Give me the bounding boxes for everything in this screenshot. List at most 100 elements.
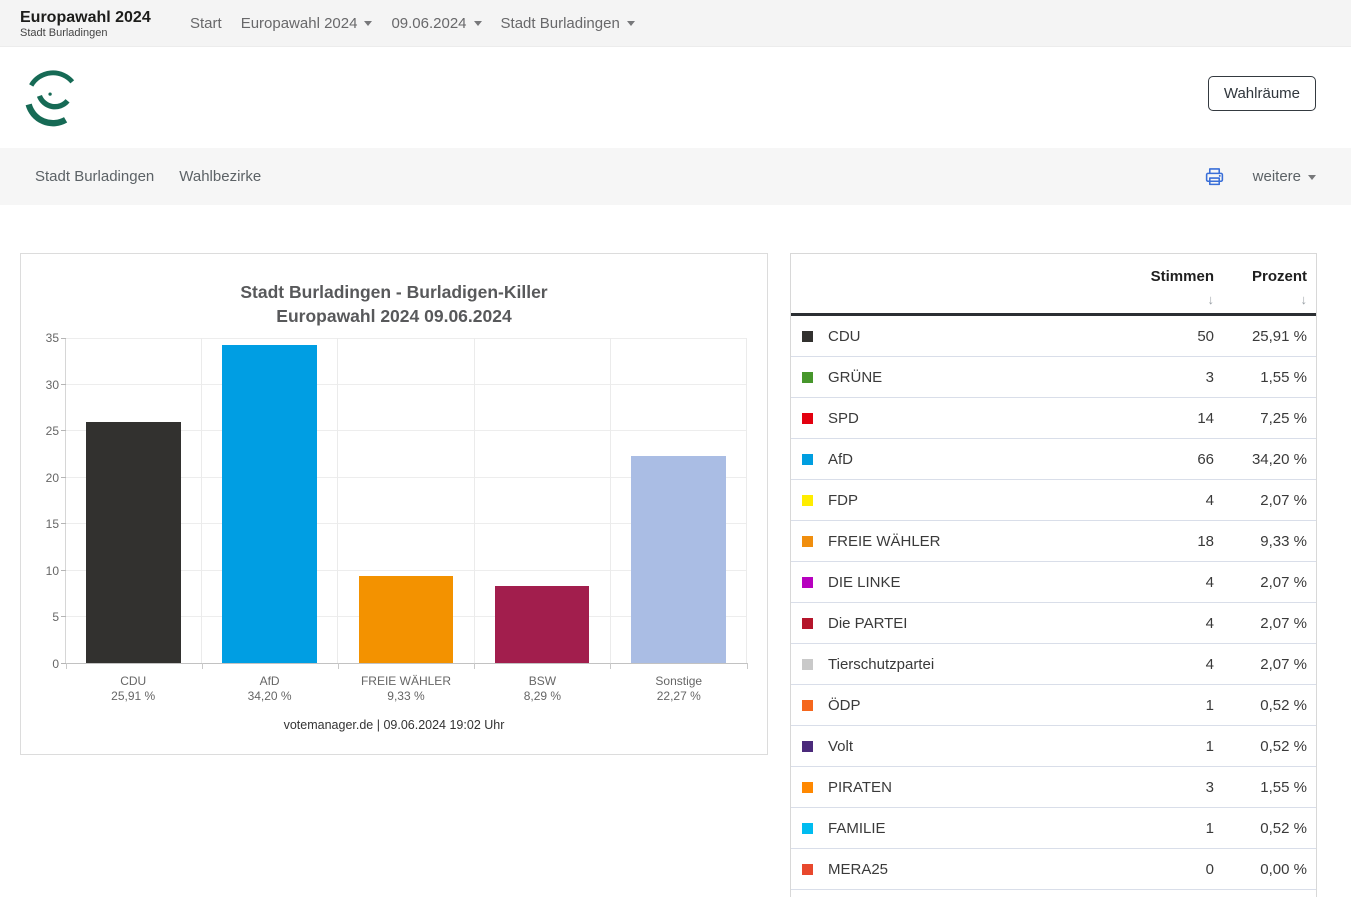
party-percent: 0,52 % — [1260, 737, 1307, 755]
y-tick-mark — [61, 430, 66, 432]
x-axis-label-4: Sonstige 22,27 % — [611, 674, 747, 704]
x-boundary-tick — [65, 663, 67, 669]
category-percent: 34,20 % — [247, 689, 292, 703]
votemanager-logo[interactable] — [22, 62, 84, 139]
chevron-down-icon — [364, 21, 373, 27]
category-name: CDU — [120, 674, 147, 688]
party-percent: 2,07 % — [1260, 491, 1307, 509]
party-name: Volt — [828, 737, 854, 755]
party-votes: 1 — [1205, 737, 1214, 755]
table-row: Die PARTEI 4 2,07 % — [791, 603, 1316, 644]
category-percent: 25,91 % — [111, 689, 156, 703]
gridline — [66, 523, 747, 525]
x-boundary-tick — [337, 663, 339, 669]
chevron-down-icon — [626, 21, 635, 27]
party-votes: 1 — [1205, 819, 1214, 837]
weitere-dropdown[interactable]: weitere — [1253, 168, 1316, 185]
prozent-label: Prozent — [1251, 268, 1307, 285]
chart-column-2 — [338, 338, 475, 663]
table-row: AfD 66 34,20 % — [791, 439, 1316, 480]
brand-title: Europawahl 2024 — [20, 9, 151, 26]
subnav-item-1[interactable]: Wahlbezirke — [179, 168, 262, 185]
top-nav-item-1[interactable]: Europawahl 2024 — [241, 15, 373, 32]
gridline — [66, 569, 747, 571]
top-nav-item-label: Stadt Burladingen — [500, 14, 620, 32]
party-name: FAMILIE — [828, 819, 886, 837]
chart-footer: votemanager.de | 09.06.2024 19:02 Uhr — [283, 718, 505, 732]
column-header-stimmen[interactable]: Stimmen ↓ — [1128, 267, 1214, 310]
results-table-card: Stimmen ↓ Prozent ↓ CDU 50 25,91 % GRÜNE 3 1,… — [790, 253, 1317, 897]
x-axis-label-1: AfD 34,20 % — [201, 674, 337, 704]
print-button[interactable] — [1204, 166, 1225, 187]
gridline — [66, 476, 747, 478]
bar-1 — [222, 345, 318, 663]
bar-4 — [631, 456, 726, 663]
x-axis-label-3: BSW 8,29 % — [474, 674, 610, 704]
party-name: CDU — [828, 327, 861, 345]
party-percent: 7,25 % — [1260, 409, 1307, 427]
y-tick-label: 30 — [45, 377, 59, 392]
y-tick-label: 5 — [52, 610, 59, 625]
table-row: FAMILIE 1 0,52 % — [791, 808, 1316, 849]
table-row: PIRATEN 3 1,55 % — [791, 767, 1316, 808]
party-percent: 2,07 % — [1260, 614, 1307, 632]
table-row: MERA25 0 0,00 % — [791, 849, 1316, 890]
y-tick-mark — [61, 662, 66, 664]
category-percent: 22,27 % — [656, 689, 701, 703]
bar-3 — [494, 586, 590, 663]
party-votes: 3 — [1205, 368, 1214, 386]
wahlraeume-button[interactable]: Wahlräume — [1207, 76, 1316, 111]
category-name: AfD — [259, 674, 280, 688]
subnav-item-0[interactable]: Stadt Burladingen — [35, 168, 155, 185]
x-axis-label-0: CDU 25,91 % — [65, 674, 201, 704]
table-row: CDU 50 25,91 % — [791, 316, 1316, 357]
party-color-swatch — [802, 658, 813, 670]
table-row: Volt 1 0,52 % — [791, 726, 1316, 767]
party-color-swatch — [802, 330, 813, 342]
printer-icon — [1205, 168, 1223, 186]
sub-navbar: Stadt Burladingen Wahlbezirke weitere — [0, 148, 1351, 205]
logo-icon — [25, 70, 75, 127]
top-navbar: Europawahl 2024 Stadt Burladingen Start E… — [0, 0, 1351, 47]
subnav-right: weitere — [1204, 166, 1316, 187]
y-tick-mark — [61, 476, 66, 478]
party-percent: 1,55 % — [1260, 368, 1307, 386]
party-color-swatch — [802, 822, 813, 834]
party-percent: 9,33 % — [1260, 532, 1307, 550]
sort-desc-icon[interactable]: ↓ — [1300, 292, 1308, 307]
top-nav-item-0[interactable]: Start — [190, 15, 222, 32]
y-tick-label: 25 — [45, 424, 59, 439]
party-votes: 18 — [1197, 532, 1214, 550]
x-boundary-tick — [474, 663, 476, 669]
bar-0 — [86, 422, 181, 663]
table-row: DIE LINKE 4 2,07 % — [791, 562, 1316, 603]
party-votes: 3 — [1205, 778, 1214, 796]
party-color-swatch — [802, 863, 813, 875]
party-votes: 4 — [1205, 491, 1214, 509]
y-tick-label: 20 — [45, 470, 59, 485]
brand[interactable]: Europawahl 2024 Stadt Burladingen — [20, 6, 180, 40]
party-name: Tierschutzpartei — [828, 655, 935, 673]
chart-x-axis-labels: CDU 25,91 % AfD 34,20 % FREIE WÄHLER 9,33 % BS… — [65, 674, 747, 704]
party-percent: 2,07 % — [1260, 655, 1307, 673]
chart-title: Stadt Burladingen - Burladigen-Killer Eu… — [21, 280, 767, 328]
table-row: FREIE WÄHLER 18 9,33 % — [791, 521, 1316, 562]
top-nav-item-3[interactable]: Stadt Burladingen — [501, 15, 635, 32]
party-percent: 0,00 % — [1260, 860, 1307, 878]
party-votes: 4 — [1205, 614, 1214, 632]
y-tick-label: 10 — [45, 563, 59, 578]
chart-column-0 — [66, 338, 203, 663]
y-tick-label: 0 — [52, 657, 59, 671]
party-name: PIRATEN — [828, 778, 892, 796]
chart-title-line1: Stadt Burladingen - Burladigen-Killer — [240, 282, 548, 302]
party-name: SPD — [828, 409, 859, 427]
y-tick-mark — [61, 569, 66, 571]
category-percent: 8,29 % — [523, 689, 562, 703]
weitere-label: weitere — [1252, 168, 1301, 185]
top-nav-item-2[interactable]: 09.06.2024 — [391, 15, 482, 32]
table-row: FDP 4 2,07 % — [791, 480, 1316, 521]
party-name: GRÜNE — [828, 368, 883, 386]
sort-desc-icon[interactable]: ↓ — [1207, 292, 1215, 307]
party-color-swatch — [802, 453, 813, 465]
column-header-prozent[interactable]: Prozent ↓ — [1214, 267, 1307, 310]
